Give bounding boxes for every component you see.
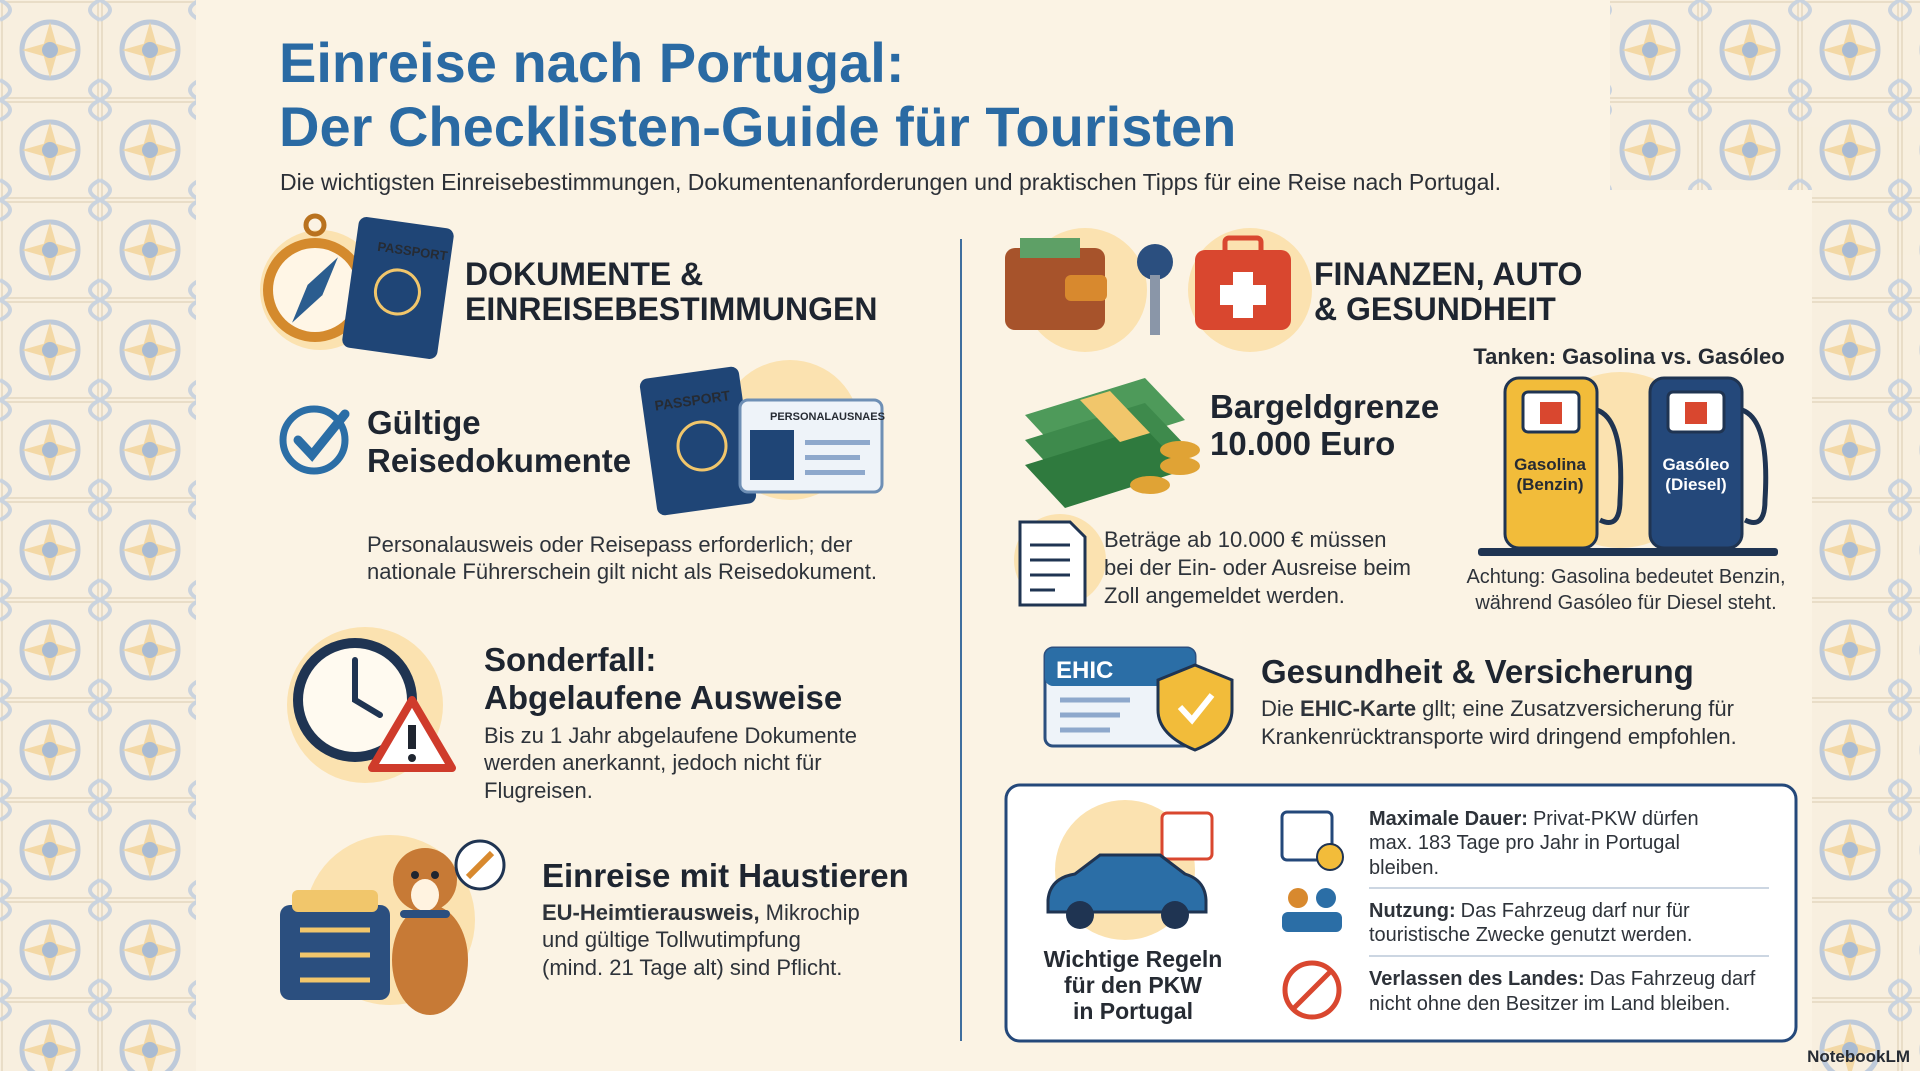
item-text: bei der Ein- oder Ausreise beim	[1104, 555, 1411, 580]
item-text: werden anerkannt, jedoch nicht für	[483, 750, 822, 775]
rule-text: touristische Zwecke genutzt werden.	[1369, 924, 1693, 946]
item-text: Beträge ab 10.000 € müssen	[1104, 527, 1387, 552]
section-heading: DOKUMENTE &	[465, 256, 703, 292]
section-heading: & GESUNDHEIT	[1314, 291, 1556, 327]
item-text: Bis zu 1 Jahr abgelaufene Dokumente	[484, 723, 857, 748]
item-title: Bargeldgrenze	[1210, 388, 1439, 425]
document-icon	[1014, 514, 1106, 607]
item-title: Gesundheit & Versicherung	[1261, 653, 1694, 690]
clock-warning-icon	[287, 627, 456, 783]
item-text: nationale Führerschein gilt nicht als Re…	[367, 559, 877, 584]
compass-passport-icon: PASSPORT	[260, 213, 454, 360]
item-text: Personalausweis oder Reisepass erforderl…	[367, 532, 852, 557]
subtitle: Die wichtigsten Einreisebestimmungen, Do…	[280, 169, 1501, 195]
car-caption: Wichtige Regeln	[1044, 946, 1223, 972]
rule-text: Verlassen des Landes: Das Fahrzeug darf	[1369, 968, 1756, 990]
item-title: Gültige	[367, 404, 481, 441]
rule-label: Nutzung:	[1369, 900, 1456, 922]
item-text: Die EHIC-Karte gllt; eine Zusatzversicheru…	[1261, 696, 1734, 721]
item-title: Abgelaufene Ausweise	[484, 679, 842, 716]
item-text: Zoll angemeldet werden.	[1104, 583, 1345, 608]
text: gllt; eine Zusatzversicherung für	[1422, 696, 1734, 721]
ehic-icon: EHIC	[1043, 646, 1234, 752]
title: Der Checklisten-Guide für Touristen	[279, 95, 1236, 158]
rule-text: bleiben.	[1369, 857, 1439, 879]
section-heading: EINREISEBESTIMMUNGEN	[465, 291, 877, 327]
text: Privat-PKW dürfen	[1533, 808, 1699, 830]
item-title: Sonderfall:	[484, 641, 656, 678]
rule-label: Verlassen des Landes:	[1369, 968, 1585, 990]
pump-label: Gasóleo	[1662, 455, 1729, 474]
fuel-note: während Gasóleo für Diesel steht.	[1474, 592, 1776, 614]
title: Einreise nach Portugal:	[279, 31, 905, 94]
passport-id-icon: PASSPORT PERSONALAUSNAES	[639, 360, 885, 516]
car-caption: für den PKW	[1064, 972, 1202, 998]
pump-label: (Diesel)	[1665, 475, 1726, 494]
section-heading: FINANZEN, AUTO	[1314, 256, 1582, 292]
finance-icons	[1005, 228, 1312, 352]
rule-text: Nutzung: Das Fahrzeug darf nur für	[1369, 900, 1690, 922]
rule-text: nicht ohne den Besitzer im Land bleiben.	[1369, 993, 1730, 1015]
icon-label: PERSONALAUSNAES	[770, 411, 885, 423]
car-caption: in Portugal	[1073, 998, 1193, 1024]
text: Die	[1261, 696, 1294, 721]
icon-label: EHIC	[1056, 657, 1113, 684]
item-text: Krankenrücktransporte wird dringend empf…	[1261, 724, 1737, 749]
text: Das Fahrzeug darf	[1590, 968, 1756, 990]
rule-label: Maximale Dauer:	[1369, 808, 1528, 830]
item-title: Reisedokumente	[367, 442, 631, 479]
bold-text: EHIC-Karte	[1300, 696, 1416, 721]
pet-icon	[280, 835, 506, 1015]
item-text: und gültige Tollwutimpfung	[542, 927, 801, 952]
item-text: (mind. 21 Tage alt) sind Pflicht.	[542, 955, 842, 980]
item-title: Einreise mit Haustieren	[542, 857, 909, 894]
bold-text: EU-Heimtierausweis,	[542, 900, 760, 925]
rule-text: max. 183 Tage pro Jahr in Portugal	[1369, 832, 1680, 854]
fuel-pumps	[1478, 372, 1778, 556]
rule-text: Maximale Dauer: Privat-PKW dürfen	[1369, 808, 1699, 830]
check-icon	[279, 405, 350, 475]
pump-label: Gasolina	[1514, 455, 1586, 474]
item-text: EU-Heimtierausweis, Mikrochip	[542, 900, 860, 925]
text: Mikrochip	[766, 900, 860, 925]
fuel-title: Tanken: Gasolina vs. Gasóleo	[1473, 344, 1784, 369]
item-text: Flugreisen.	[484, 778, 593, 803]
item-title: 10.000 Euro	[1210, 425, 1395, 462]
fuel-note: Achtung: Gasolina bedeutet Benzin,	[1466, 566, 1785, 588]
pump-label: (Benzin)	[1516, 475, 1583, 494]
car-icon	[1046, 800, 1214, 940]
text: Das Fahrzeug darf nur für	[1461, 900, 1690, 922]
brand: NotebookLM	[1807, 1047, 1910, 1066]
money-icon	[1025, 378, 1200, 508]
rule-icons	[1280, 810, 1344, 1020]
